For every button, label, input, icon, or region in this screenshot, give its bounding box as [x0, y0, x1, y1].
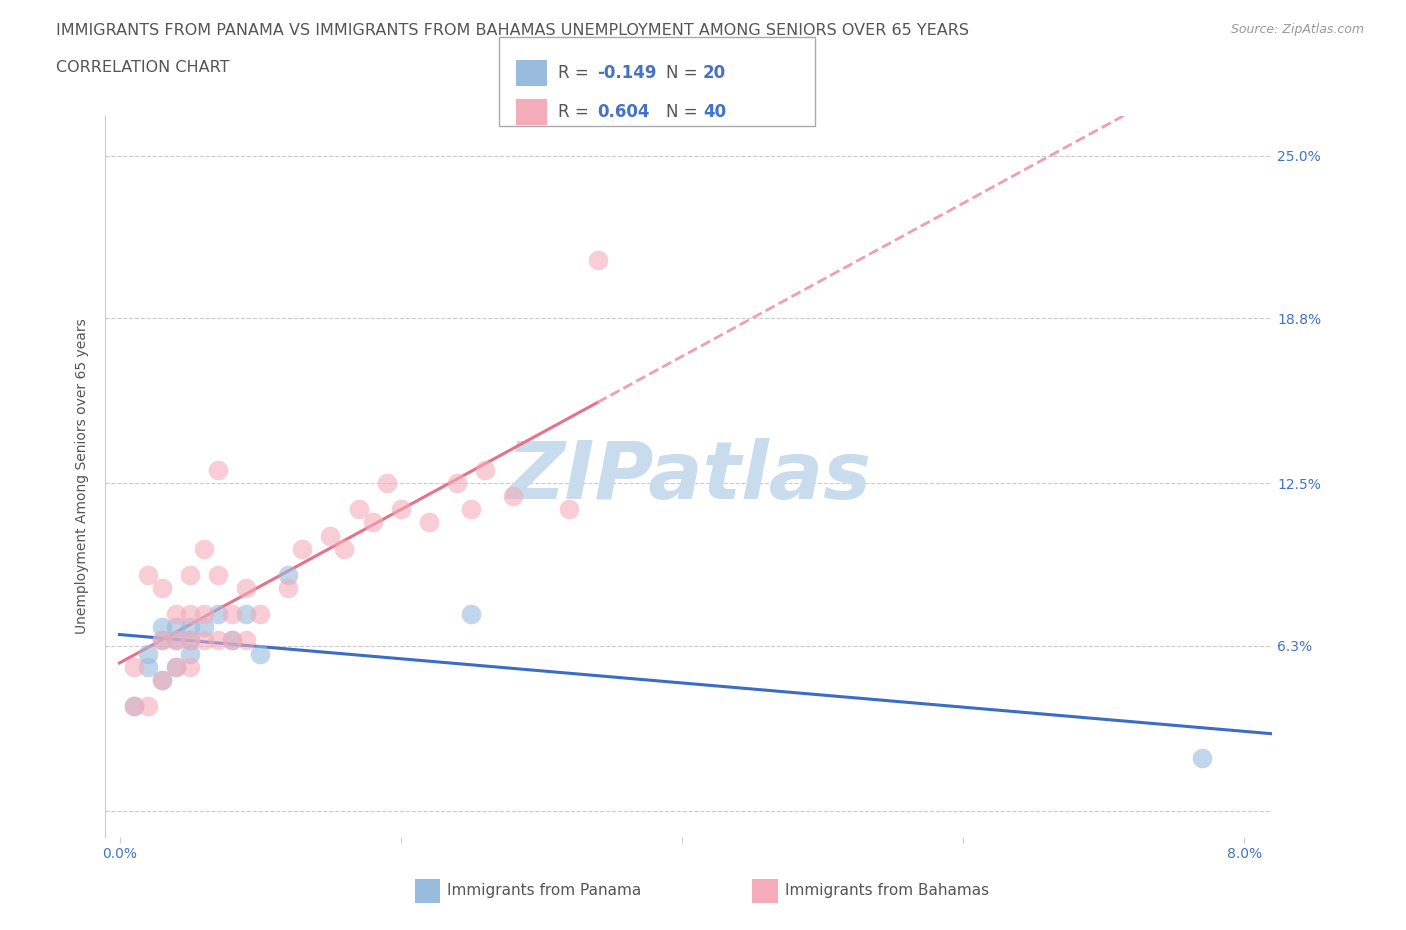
Text: R =: R =: [558, 103, 595, 121]
Point: [375, 476, 398, 491]
Text: 40: 40: [703, 103, 725, 121]
Point: [446, 476, 468, 491]
Point: [333, 541, 356, 556]
Point: [235, 606, 257, 621]
Point: [221, 633, 243, 648]
Point: [418, 515, 440, 530]
Point: [235, 580, 257, 595]
Text: Source: ZipAtlas.com: Source: ZipAtlas.com: [1230, 23, 1364, 36]
Point: [193, 620, 215, 635]
Point: [150, 633, 173, 648]
Point: [558, 502, 581, 517]
Point: [277, 580, 299, 595]
Point: [193, 606, 215, 621]
Point: [207, 462, 229, 477]
Point: [460, 502, 482, 517]
Point: [165, 620, 187, 635]
Text: N =: N =: [666, 103, 703, 121]
Point: [179, 567, 201, 582]
Point: [122, 698, 145, 713]
Point: [165, 633, 187, 648]
Point: [221, 633, 243, 648]
Point: [179, 659, 201, 674]
Text: CORRELATION CHART: CORRELATION CHART: [56, 60, 229, 75]
Point: [136, 659, 159, 674]
Point: [249, 646, 271, 661]
Point: [389, 502, 412, 517]
Point: [179, 606, 201, 621]
Point: [179, 633, 201, 648]
Point: [150, 620, 173, 635]
Point: [122, 659, 145, 674]
Text: N =: N =: [666, 63, 703, 82]
Point: [319, 528, 342, 543]
Point: [586, 253, 609, 268]
Point: [165, 606, 187, 621]
Point: [165, 633, 187, 648]
Point: [150, 672, 173, 687]
Text: Immigrants from Bahamas: Immigrants from Bahamas: [785, 884, 988, 898]
Point: [193, 541, 215, 556]
Text: IMMIGRANTS FROM PANAMA VS IMMIGRANTS FROM BAHAMAS UNEMPLOYMENT AMONG SENIORS OVE: IMMIGRANTS FROM PANAMA VS IMMIGRANTS FRO…: [56, 23, 969, 38]
Point: [249, 606, 271, 621]
Point: [235, 633, 257, 648]
Point: [347, 502, 370, 517]
Point: [122, 698, 145, 713]
Point: [136, 698, 159, 713]
Y-axis label: Unemployment Among Seniors over 65 years: Unemployment Among Seniors over 65 years: [76, 319, 90, 634]
Point: [165, 659, 187, 674]
Point: [165, 659, 187, 674]
Point: [150, 633, 173, 648]
Text: ZIPatlas: ZIPatlas: [506, 438, 872, 515]
Text: 20: 20: [703, 63, 725, 82]
Point: [207, 606, 229, 621]
Point: [179, 633, 201, 648]
Point: [136, 646, 159, 661]
Point: [150, 672, 173, 687]
Point: [474, 462, 496, 477]
Text: 0.604: 0.604: [598, 103, 650, 121]
Point: [277, 567, 299, 582]
Point: [136, 567, 159, 582]
Point: [179, 620, 201, 635]
Point: [221, 606, 243, 621]
Text: R =: R =: [558, 63, 595, 82]
Text: Immigrants from Panama: Immigrants from Panama: [447, 884, 641, 898]
Point: [150, 580, 173, 595]
Point: [460, 606, 482, 621]
Text: -0.149: -0.149: [598, 63, 657, 82]
Point: [207, 567, 229, 582]
Point: [193, 633, 215, 648]
Point: [179, 646, 201, 661]
Point: [291, 541, 314, 556]
Point: [207, 633, 229, 648]
Point: [361, 515, 384, 530]
Point: [502, 489, 524, 504]
Point: [1191, 751, 1213, 765]
